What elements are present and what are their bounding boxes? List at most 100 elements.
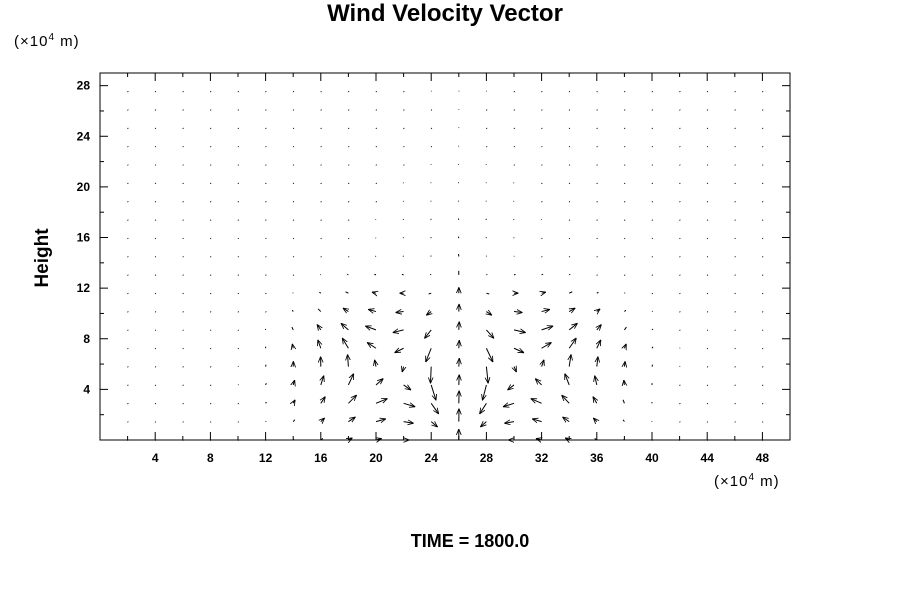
wind-vector-dot: [734, 292, 736, 295]
wind-vector-dot: [127, 292, 129, 295]
wind-vector-dot: [706, 366, 709, 368]
wind-vector-dot: [568, 201, 571, 203]
wind-vector-dot: [154, 201, 157, 203]
wind-vector-dot: [375, 145, 378, 148]
wind-vector-dot: [320, 90, 322, 93]
wind-vector-dot: [320, 256, 322, 258]
wind-vector-dot: [761, 182, 764, 185]
wind-vector-dot: [127, 164, 129, 166]
wind-vector: [376, 439, 382, 440]
wind-vector-dot: [154, 439, 157, 442]
wind-vector-dot: [734, 421, 736, 423]
wind-vector: [624, 361, 625, 366]
wind-vector: [480, 422, 487, 427]
wind-vector-dot: [154, 311, 157, 313]
wind-vector-dot: [182, 274, 184, 276]
wind-vector: [486, 312, 492, 316]
wind-vector-dot: [706, 439, 709, 442]
wind-vector: [597, 309, 600, 312]
y-tick-label: 28: [77, 79, 91, 93]
wind-vector-dot: [127, 145, 129, 148]
wind-vector-dot: [485, 109, 488, 111]
wind-vector-dot: [237, 311, 240, 313]
wind-vector-dot: [265, 256, 267, 258]
wind-vector-dot: [706, 90, 709, 93]
wind-vector: [403, 403, 416, 406]
wind-vector-dot: [127, 274, 129, 276]
wind-vector-dot: [596, 90, 598, 93]
x-tick-label: 28: [480, 451, 494, 465]
wind-vector-dot: [292, 201, 295, 203]
wind-vector-dot: [127, 329, 129, 331]
wind-vector: [562, 417, 570, 422]
y-tick-label: 24: [77, 129, 91, 143]
wind-vector-dot: [375, 90, 378, 93]
wind-vector: [367, 342, 377, 349]
wind-vector-dot: [651, 145, 654, 148]
wind-vector: [513, 312, 523, 313]
wind-vector-dot: [320, 219, 322, 221]
wind-vector-dot: [237, 292, 240, 295]
wind-vector-dot: [623, 164, 626, 166]
wind-vector-dot: [651, 274, 654, 276]
wind-vector-dot: [403, 109, 405, 111]
wind-vector: [292, 419, 296, 422]
wind-vector-dot: [320, 109, 322, 111]
wind-vector-dot: [568, 90, 571, 93]
wind-vector: [562, 395, 570, 404]
wind-vector: [593, 418, 596, 422]
wind-vector-dot: [430, 109, 433, 111]
wind-vector-dot: [182, 366, 184, 368]
wind-vector-dot: [182, 109, 184, 111]
wind-vector-dot: [596, 145, 598, 148]
wind-vector-dot: [513, 145, 516, 148]
wind-vector-dot: [541, 164, 543, 166]
wind-vector: [531, 398, 542, 404]
wind-vector-dot: [623, 274, 626, 276]
wind-vector-dot: [623, 237, 626, 240]
wind-vector-dot: [596, 237, 598, 240]
wind-vector-dot: [127, 182, 129, 185]
wind-vector-dot: [623, 127, 626, 130]
wind-vector-dot: [209, 439, 212, 442]
wind-vector-dot: [292, 164, 295, 166]
wind-vector-dot: [541, 127, 543, 130]
wind-vector-dot: [706, 421, 709, 423]
wind-vector-dot: [734, 366, 736, 368]
x-axis-unit: (×104 m): [714, 472, 780, 490]
x-tick-label: 12: [259, 451, 273, 465]
wind-vector: [513, 347, 524, 353]
wind-vector-dot: [209, 274, 212, 276]
wind-vector: [342, 338, 349, 349]
wind-vector-dot: [651, 109, 654, 111]
wind-vector-dot: [706, 292, 709, 295]
wind-vector: [486, 329, 494, 339]
wind-vector: [320, 437, 324, 441]
wind-vector-dot: [265, 145, 267, 148]
wind-vector-dot: [513, 109, 516, 111]
wind-vector-dot: [596, 182, 598, 185]
wind-vector-dot: [154, 256, 157, 258]
wind-vector-dot: [651, 219, 654, 221]
wind-vector-dot: [596, 256, 598, 258]
wind-vector-dot: [209, 219, 212, 221]
wind-vector-dot: [182, 219, 184, 221]
wind-vector-dot: [265, 127, 267, 130]
wind-vector-dot: [320, 164, 322, 166]
wind-vector-dot: [154, 145, 157, 148]
wind-vector: [375, 398, 387, 404]
wind-vector-dot: [568, 219, 571, 221]
x-unit-prefix: (×10: [714, 473, 749, 490]
wind-vector-dot: [679, 421, 681, 423]
y-tick-label: 20: [77, 180, 91, 194]
wind-vector-dot: [209, 182, 212, 185]
wind-vector: [542, 360, 544, 367]
wind-vector: [503, 403, 515, 406]
wind-vector-dot: [237, 182, 240, 185]
wind-vector-dot: [568, 145, 571, 148]
wind-vector: [374, 273, 377, 276]
wind-vector-dot: [541, 237, 543, 240]
wind-vector: [393, 330, 404, 333]
wind-vector-dot: [375, 164, 378, 166]
wind-vector: [317, 308, 322, 312]
